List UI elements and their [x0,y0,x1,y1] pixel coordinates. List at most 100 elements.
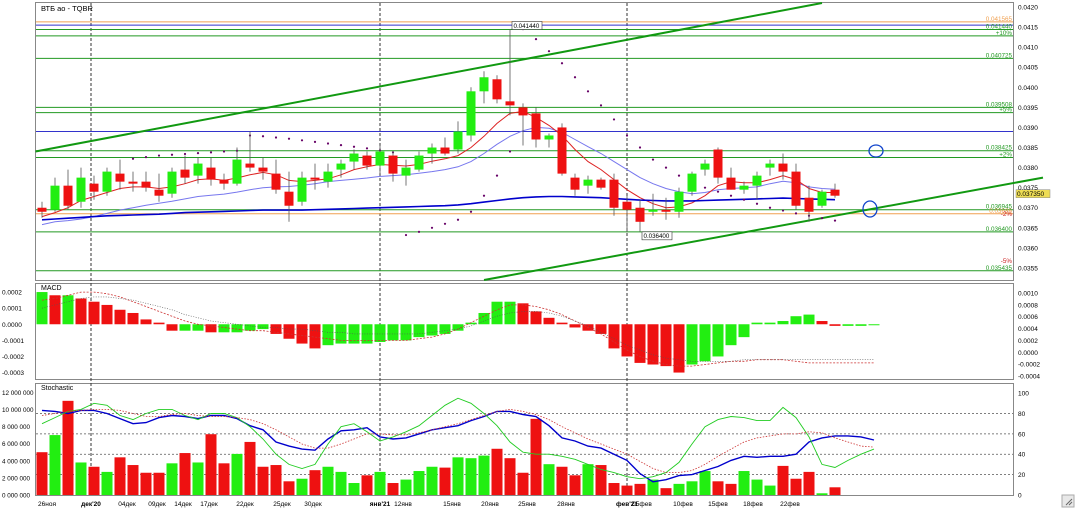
candle-body [661,209,671,212]
candle-body [284,191,294,206]
macd-bar [283,324,295,339]
candle-body [713,149,723,178]
macd-bar [543,317,555,325]
volume-bar [374,471,386,495]
candle-body [245,163,255,168]
volume-bar [465,458,477,495]
sar-dot [547,50,551,53]
macd-bar [660,324,672,367]
sar-dot [326,142,330,145]
macd-right-tick-label: 0.0006 [1018,314,1038,321]
macd-bar [738,324,750,338]
stochastic-tick-label: 60 [1018,431,1026,438]
macd-bar [634,324,646,363]
volume-bar [127,465,139,495]
volume-bar [387,483,399,495]
candle-body [349,153,359,162]
sar-dot [573,76,577,79]
resize-grip-icon[interactable] [1061,494,1075,508]
candle-body [89,183,99,192]
volume-bar [426,466,438,495]
volume-bar [582,464,594,495]
stochastic-tick-label: 20 [1018,472,1026,479]
sar-dot [313,140,317,144]
volume-bar [673,483,685,495]
sar-dot [443,222,447,225]
macd-bar [517,303,529,325]
sar-dot [417,230,421,233]
volume-bar [517,472,529,495]
candle-body [63,185,73,206]
level-label: 0.039508 [986,101,1013,108]
macd-bar [803,314,815,325]
x-tick-label: 09дек [148,501,166,508]
candle-body [154,189,164,196]
x-tick-label: 20янв [481,501,499,508]
volume-bar [62,400,74,495]
sar-dot [495,174,499,177]
macd-signal-line [41,291,874,367]
trend-line [483,176,1044,281]
macd-bar [868,324,880,326]
candle-body [739,185,749,190]
sar-dot [820,217,824,220]
volume-bar [595,465,607,495]
x-tick-label: янв'21 [370,501,391,508]
stochastic-series [36,397,875,495]
volume-bar [114,457,126,495]
price-tick-label: 0.0390 [1018,125,1038,132]
volume-tick-label: 4 000 000 [2,458,31,465]
volume-tick-label: 10 000 000 [2,407,34,414]
candle-body [141,181,151,188]
candle-body [258,167,268,172]
sar-dot [456,218,460,221]
candle-body [180,169,190,178]
volume-bar [166,463,178,495]
candle-body [375,151,385,166]
volume-bar [790,478,802,495]
macd-bar [829,324,841,326]
sar-dot [131,157,135,160]
sar-dot [755,202,759,205]
candle-body [102,171,112,192]
price-tick-label: 0.0410 [1018,45,1038,52]
level-label: 0.041440 [986,23,1013,30]
macd-bar [179,324,191,331]
sar-dot [261,135,265,138]
level-label: 0.035435 [986,265,1013,272]
candle-body [570,177,580,190]
sar-dot [625,134,629,137]
volume-bar [413,471,425,495]
macd-bar [764,322,776,325]
volume-bar [738,471,750,495]
candle-body [778,163,788,172]
sar-dot [287,137,291,140]
stochastic-slow-line [41,408,875,474]
sar-dot [144,156,148,159]
level-label: +10% [996,30,1013,37]
price-tick-label: 0.0395 [1018,105,1038,112]
candle-body [830,189,840,196]
macd-bar [75,298,87,325]
macd-bar [101,304,113,325]
sar-dot [703,186,707,189]
sar-dot [209,151,213,154]
x-tick-label: 15фев [708,501,728,508]
sar-dot [716,190,720,193]
macd-left-tick-label: -0.0002 [2,354,24,361]
candle-body [297,177,307,202]
x-tick-label: 14дек [174,501,192,508]
macd-bar [400,324,412,341]
macd-right-tick-label: 0.0010 [1018,290,1038,297]
macd-bar [309,324,321,349]
x-tick-label: 12янв [394,501,412,508]
sar-dot [365,147,369,150]
macd-bar [322,324,334,346]
macd-bar [270,324,282,334]
candle-body [219,179,229,184]
volume-bar [543,464,555,495]
macd-bar [49,295,61,325]
price-panel-frame [35,2,1014,281]
macd-bar [218,324,230,333]
